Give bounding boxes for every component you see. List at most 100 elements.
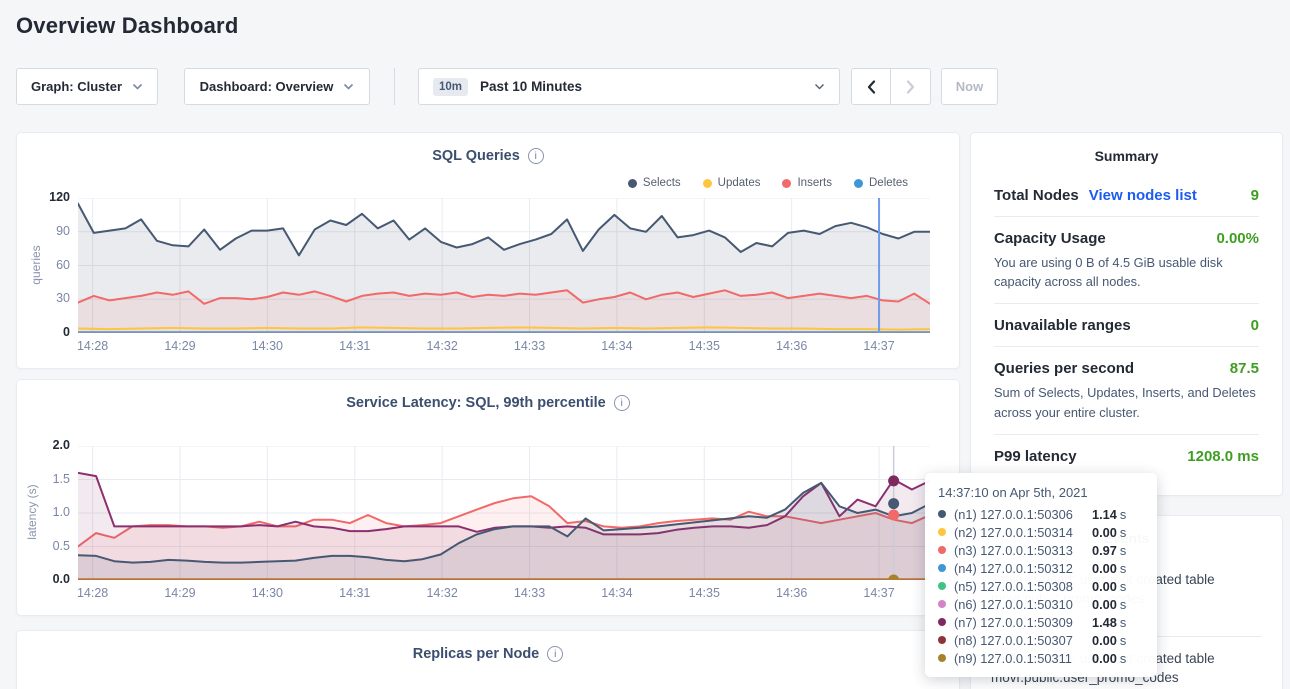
node-address: (n8) 127.0.0.1:50307 bbox=[954, 633, 1092, 648]
y-axis-tick-label: 1.0 bbox=[28, 505, 70, 519]
next-time-button[interactable] bbox=[891, 68, 931, 105]
capacity-usage-description: You are using 0 B of 4.5 GiB usable disk… bbox=[994, 253, 1259, 291]
node-latency-unit: s bbox=[1120, 615, 1126, 630]
graph-dropdown[interactable]: Graph: Cluster bbox=[16, 68, 158, 105]
chart-hover-tooltip: 14:37:10 on Apr 5th, 2021 (n1) 127.0.0.1… bbox=[925, 473, 1157, 677]
summary-row-total-nodes: Total Nodes View nodes list 9 bbox=[994, 174, 1259, 217]
toolbar-divider bbox=[394, 68, 395, 105]
unavailable-ranges-value: 0 bbox=[1251, 317, 1259, 334]
queries-per-second-value: 87.5 bbox=[1230, 360, 1259, 377]
summary-row-p99-latency: P99 latency 1208.0 ms bbox=[994, 435, 1259, 477]
node-latency-value: 0.00 bbox=[1092, 561, 1117, 576]
sql-queries-chart-title: SQL Queries i bbox=[17, 148, 959, 164]
x-axis-tick-label: 14:35 bbox=[682, 339, 726, 353]
node-color-dot bbox=[938, 528, 946, 536]
chart-title-text: Replicas per Node bbox=[413, 646, 540, 662]
x-axis-tick-label: 14:30 bbox=[245, 586, 289, 600]
x-axis-tick-label: 14:37 bbox=[857, 586, 901, 600]
node-latency-unit: s bbox=[1120, 579, 1126, 594]
view-nodes-list-link[interactable]: View nodes list bbox=[1089, 187, 1197, 204]
x-axis-tick-label: 14:29 bbox=[158, 586, 202, 600]
node-address: (n9) 127.0.0.1:50311 bbox=[954, 651, 1092, 666]
legend-item-deletes: Deletes bbox=[854, 177, 908, 189]
x-axis-tick-label: 14:34 bbox=[595, 586, 639, 600]
page-title: Overview Dashboard bbox=[16, 13, 238, 39]
service-latency-chart-title: Service Latency: SQL, 99th percentile i bbox=[17, 395, 959, 411]
graph-dropdown-label: Graph: Cluster bbox=[31, 79, 122, 94]
service-latency-plot[interactable]: 14:2814:2914:3014:3114:3214:3314:3414:35… bbox=[78, 446, 930, 580]
x-axis-tick-label: 14:28 bbox=[71, 339, 115, 353]
y-axis-tick-label: 120 bbox=[28, 190, 70, 204]
chevron-down-icon bbox=[343, 83, 354, 90]
summary-row-capacity-usage: Capacity Usage 0.00% You are using 0 B o… bbox=[994, 217, 1259, 304]
node-color-dot bbox=[938, 618, 946, 626]
node-latency-value: 1.14 bbox=[1092, 507, 1117, 522]
x-axis-tick-label: 14:36 bbox=[770, 586, 814, 600]
tooltip-node-list: (n1) 127.0.0.1:503061.14s(n2) 127.0.0.1:… bbox=[938, 505, 1144, 667]
node-latency-unit: s bbox=[1120, 597, 1126, 612]
node-latency-unit: s bbox=[1120, 651, 1126, 666]
legend-color-dot bbox=[628, 179, 637, 188]
tooltip-node-row: (n1) 127.0.0.1:503061.14s bbox=[938, 505, 1144, 523]
summary-row-queries-per-second: Queries per second 87.5 Sum of Selects, … bbox=[994, 347, 1259, 434]
previous-time-button[interactable] bbox=[851, 68, 891, 105]
legend-color-dot bbox=[854, 179, 863, 188]
summary-panel: Summary Total Nodes View nodes list 9 Ca… bbox=[970, 132, 1283, 496]
capacity-usage-label: Capacity Usage bbox=[994, 230, 1106, 247]
node-latency-unit: s bbox=[1120, 561, 1126, 576]
dashboard-dropdown-label: Dashboard: Overview bbox=[200, 79, 334, 94]
node-latency-value: 0.97 bbox=[1092, 543, 1117, 558]
chart-title-text: Service Latency: SQL, 99th percentile bbox=[346, 395, 606, 411]
y-axis-tick-label: 0.5 bbox=[28, 539, 70, 553]
tooltip-node-row: (n2) 127.0.0.1:503140.00s bbox=[938, 523, 1144, 541]
x-axis-tick-label: 14:32 bbox=[420, 339, 464, 353]
p99-latency-label: P99 latency bbox=[994, 448, 1077, 465]
p99-latency-value: 1208.0 ms bbox=[1187, 448, 1259, 465]
total-nodes-value: 9 bbox=[1251, 187, 1259, 204]
y-axis-tick-label: 90 bbox=[28, 224, 70, 238]
replicas-per-node-chart-card: Replicas per Node i bbox=[16, 630, 960, 689]
tooltip-node-row: (n4) 127.0.0.1:503120.00s bbox=[938, 559, 1144, 577]
chevron-down-icon bbox=[814, 83, 825, 90]
node-latency-value: 0.00 bbox=[1092, 651, 1117, 666]
x-axis-tick-label: 14:29 bbox=[158, 339, 202, 353]
info-icon[interactable]: i bbox=[528, 148, 544, 164]
now-button[interactable]: Now bbox=[941, 68, 998, 105]
time-range-label: Past 10 Minutes bbox=[480, 79, 582, 94]
y-axis-tick-label: 30 bbox=[28, 291, 70, 305]
node-color-dot bbox=[938, 600, 946, 608]
legend-color-dot bbox=[782, 179, 791, 188]
capacity-usage-value: 0.00% bbox=[1216, 230, 1259, 247]
node-latency-unit: s bbox=[1120, 525, 1126, 540]
time-range-selector[interactable]: 10m Past 10 Minutes bbox=[418, 68, 840, 105]
x-axis-tick-label: 14:34 bbox=[595, 339, 639, 353]
tooltip-timestamp: 14:37:10 on Apr 5th, 2021 bbox=[938, 485, 1144, 500]
queries-per-second-description: Sum of Selects, Updates, Inserts, and De… bbox=[994, 383, 1259, 421]
tooltip-node-row: (n3) 127.0.0.1:503130.97s bbox=[938, 541, 1144, 559]
info-icon[interactable]: i bbox=[614, 395, 630, 411]
dashboard-dropdown[interactable]: Dashboard: Overview bbox=[184, 68, 370, 105]
node-latency-unit: s bbox=[1120, 507, 1126, 522]
node-address: (n2) 127.0.0.1:50314 bbox=[954, 525, 1092, 540]
x-axis-tick-label: 14:33 bbox=[508, 339, 552, 353]
node-color-dot bbox=[938, 564, 946, 572]
x-axis-tick-label: 14:31 bbox=[333, 339, 377, 353]
node-latency-unit: s bbox=[1120, 633, 1126, 648]
summary-row-unavailable-ranges: Unavailable ranges 0 bbox=[994, 304, 1259, 347]
y-axis-tick-label: 60 bbox=[28, 258, 70, 272]
sql-queries-plot[interactable]: 14:2814:2914:3014:3114:3214:3314:3414:35… bbox=[78, 198, 930, 333]
tooltip-node-row: (n8) 127.0.0.1:503070.00s bbox=[938, 631, 1144, 649]
time-step-buttons bbox=[851, 68, 931, 105]
y-axis-tick-label: 0 bbox=[28, 325, 70, 339]
x-axis-tick-label: 14:33 bbox=[508, 586, 552, 600]
summary-panel-title: Summary bbox=[994, 148, 1259, 164]
node-color-dot bbox=[938, 510, 946, 518]
sql-queries-legend: SelectsUpdatesInsertsDeletes bbox=[78, 177, 908, 189]
y-axis-tick-label: 0.0 bbox=[28, 572, 70, 586]
info-icon[interactable]: i bbox=[547, 646, 563, 662]
node-address: (n5) 127.0.0.1:50308 bbox=[954, 579, 1092, 594]
node-address: (n1) 127.0.0.1:50306 bbox=[954, 507, 1092, 522]
node-address: (n3) 127.0.0.1:50313 bbox=[954, 543, 1092, 558]
node-color-dot bbox=[938, 546, 946, 554]
x-axis-tick-label: 14:36 bbox=[770, 339, 814, 353]
